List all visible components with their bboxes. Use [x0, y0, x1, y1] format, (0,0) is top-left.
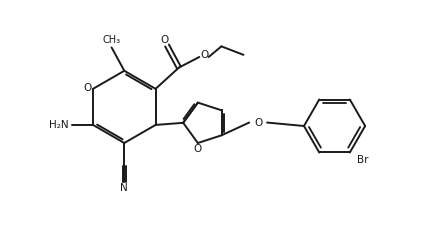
Text: O: O: [193, 144, 201, 154]
Text: O: O: [200, 50, 208, 60]
Text: O: O: [254, 118, 262, 128]
Text: N: N: [120, 184, 128, 193]
Text: Br: Br: [357, 155, 368, 165]
Text: CH₃: CH₃: [102, 35, 120, 45]
Text: O: O: [161, 35, 169, 45]
Text: O: O: [83, 83, 92, 93]
Text: H₂N: H₂N: [49, 120, 69, 130]
